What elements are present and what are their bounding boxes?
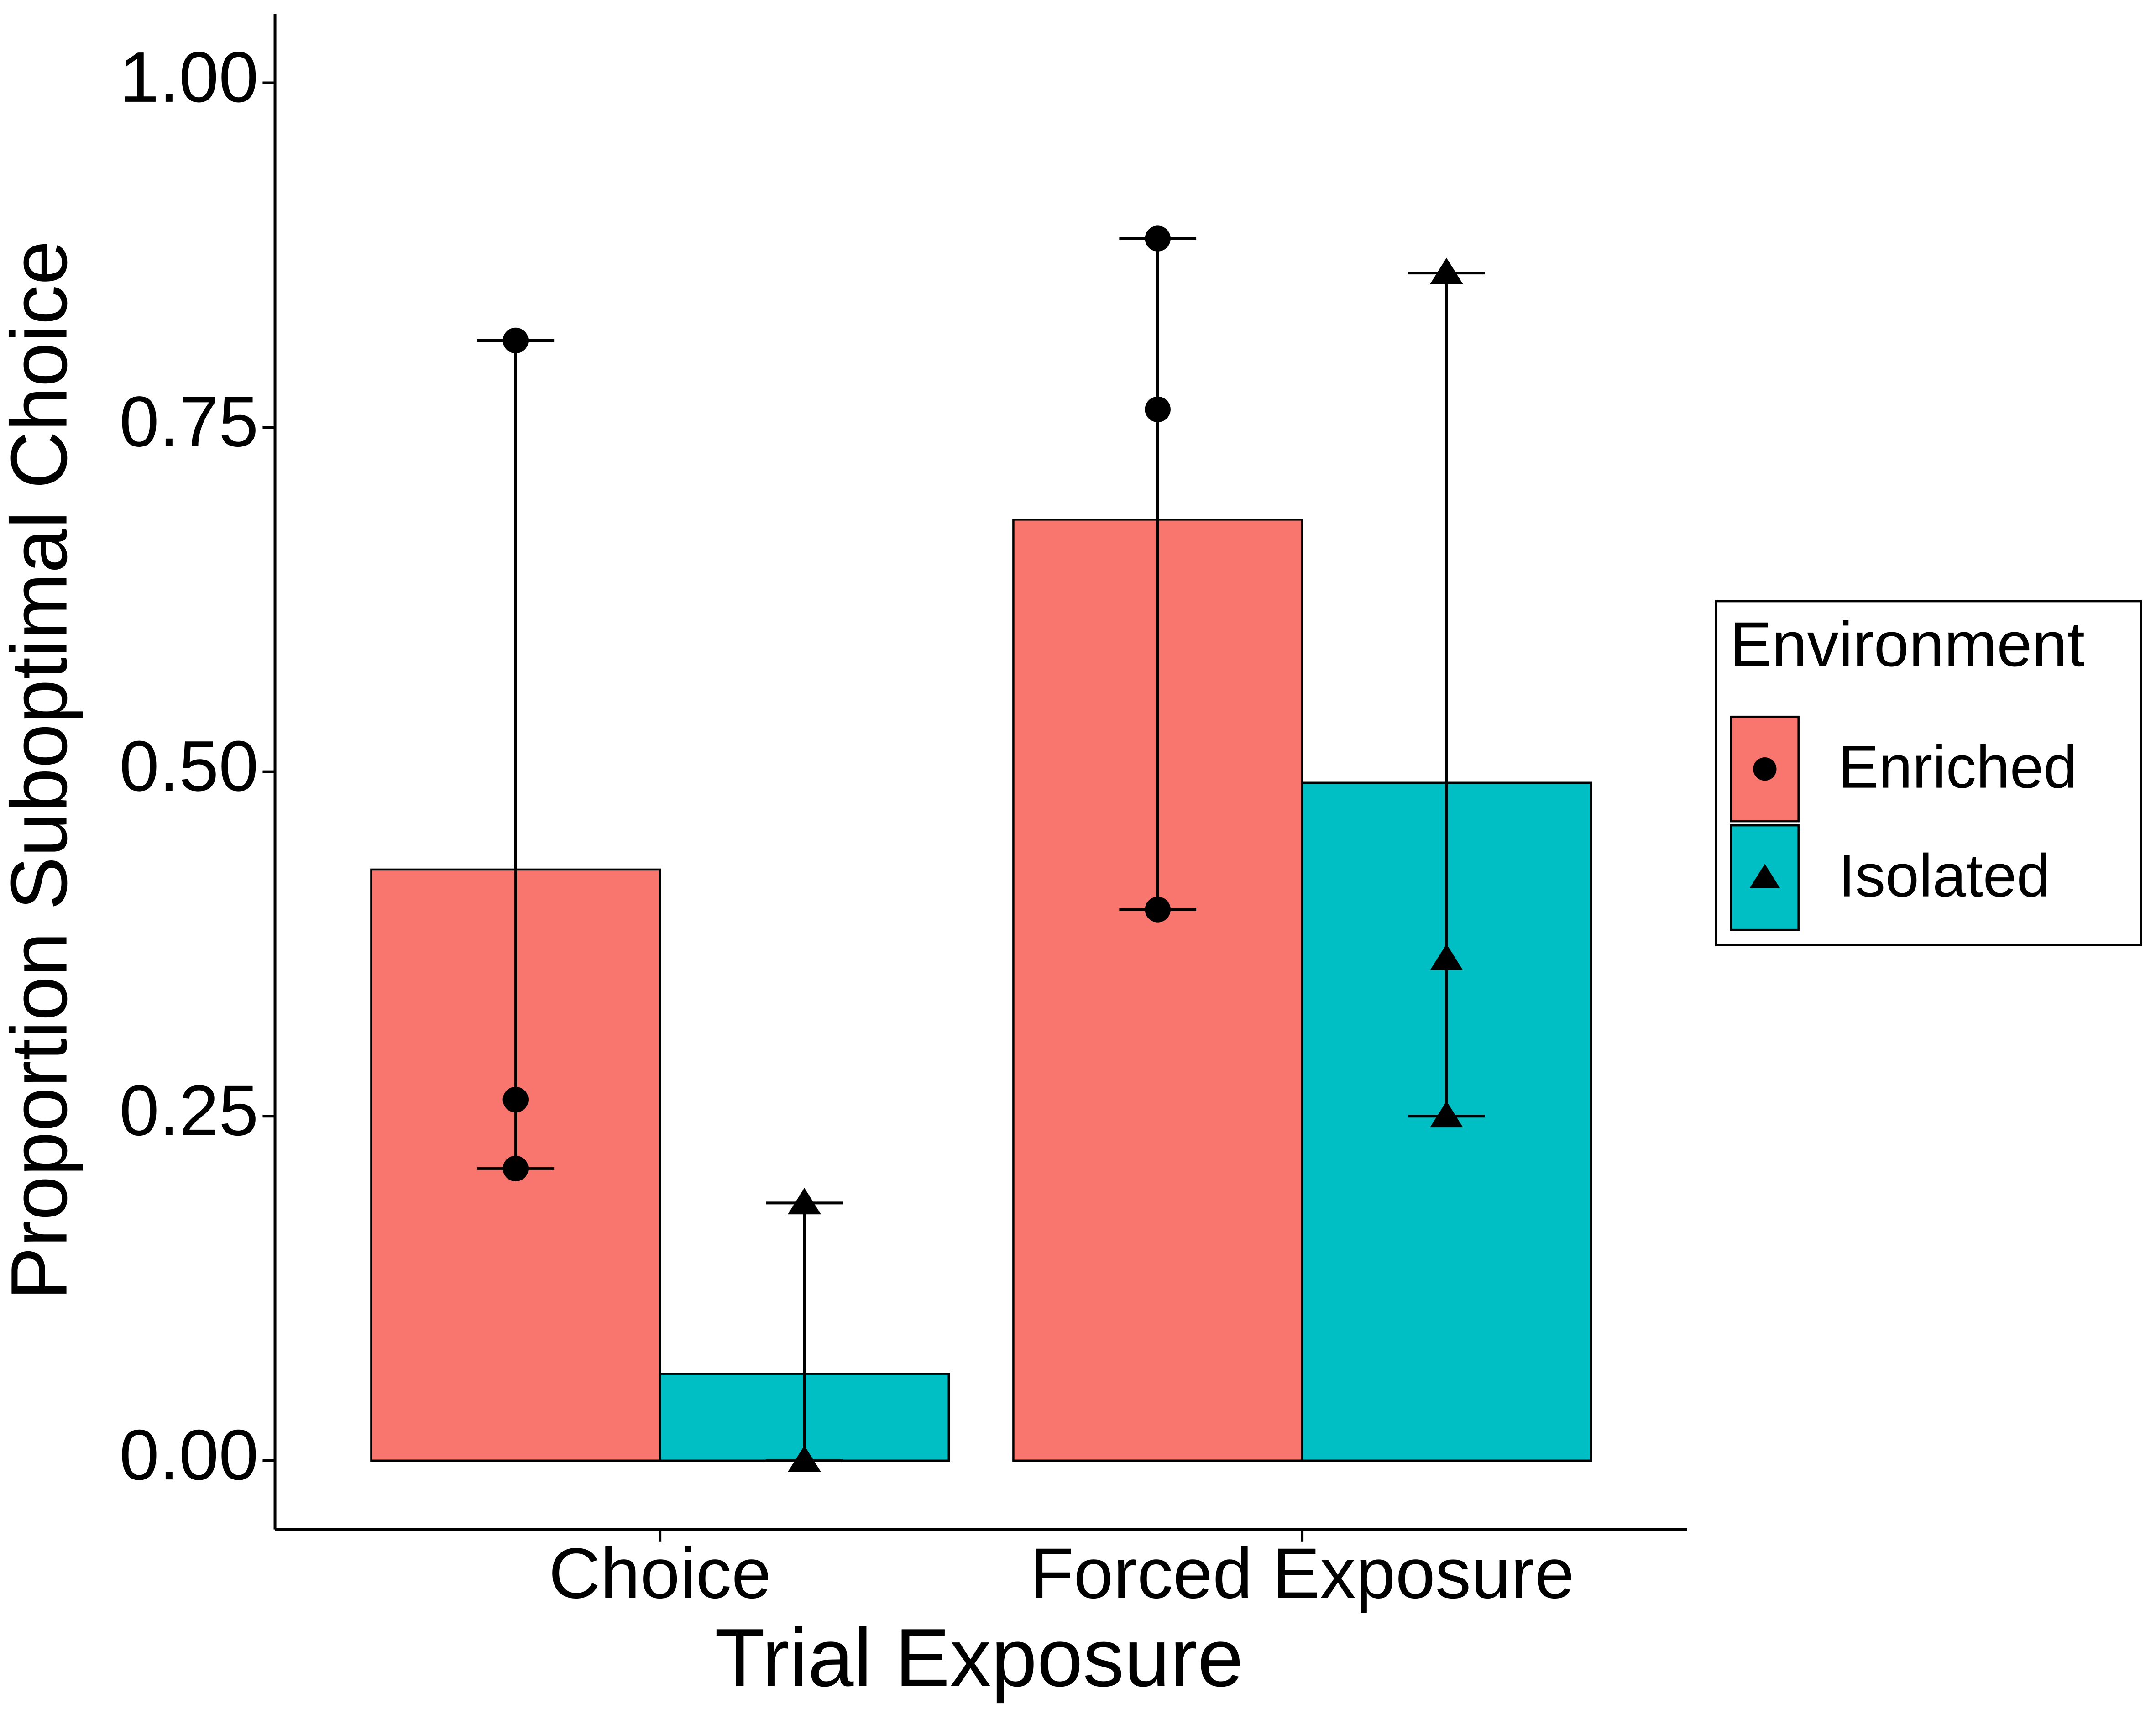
y-tick-label: 0.00 (119, 1415, 258, 1495)
x-tick-label: Choice (549, 1534, 771, 1614)
legend-label: Isolated (1838, 842, 2050, 910)
triangle-marker (1429, 257, 1463, 284)
y-tick-label: 0.75 (119, 382, 258, 461)
triangle-marker (1749, 864, 1780, 888)
x-tick-label: Forced Exposure (1030, 1534, 1575, 1614)
x-axis-title: Trial Exposure (715, 1612, 1244, 1704)
circle-marker (502, 1155, 529, 1182)
circle-marker (502, 327, 529, 354)
y-axis-title: Proportion Suboptimal Choice (0, 241, 84, 1300)
y-tick-label: 0.50 (119, 726, 258, 806)
y-tick-label: 0.25 (119, 1071, 258, 1151)
triangle-marker (1429, 1101, 1463, 1128)
triangle-marker (788, 1445, 821, 1472)
circle-marker (1145, 225, 1171, 252)
circle-marker (1753, 757, 1777, 781)
circle-marker (1145, 396, 1171, 423)
triangle-marker (788, 1188, 821, 1215)
legend-label: Enriched (1838, 734, 2077, 801)
y-tick-label: 1.00 (119, 37, 258, 117)
circle-marker (502, 1086, 529, 1113)
circle-marker (1145, 897, 1171, 923)
triangle-marker (1429, 944, 1463, 970)
legend-title: Environment (1730, 609, 2085, 680)
